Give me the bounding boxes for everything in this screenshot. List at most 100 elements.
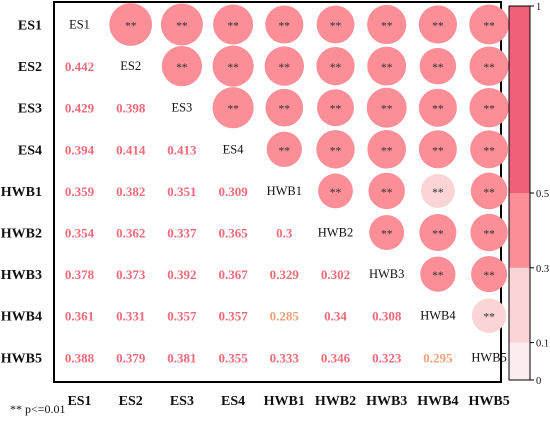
correlation-circle — [317, 89, 354, 127]
correlation-circle — [367, 46, 407, 86]
significance-marker: ** — [279, 145, 291, 157]
correlation-value: 0.295 — [423, 350, 453, 365]
correlation-value: 0.381 — [167, 350, 196, 365]
significance-marker: ** — [432, 145, 444, 157]
correlation-circle — [418, 5, 458, 44]
correlation-value: 0.388 — [65, 350, 95, 365]
correlation-value: 0.308 — [372, 309, 402, 324]
footnote: ** p<=0.01 — [10, 402, 66, 416]
significance-marker: ** — [279, 21, 291, 33]
row-labels: ES1 ES2 ES3 ES4 HWB1 HWB2 HWB3 HWB4 HWB5 — [1, 19, 42, 367]
significance-marker: ** — [381, 62, 393, 74]
colorbar-band — [509, 193, 530, 268]
significance-marker: ** — [432, 270, 444, 282]
heatmap-cells: ES1 ** ** ** ** ** ** ** ** 0.442 ES2 ** ** ** ** ** ** *… — [65, 3, 509, 365]
correlation-value: 0.429 — [65, 101, 95, 116]
correlation-value: 0.323 — [372, 350, 402, 365]
diagonal-label: ES4 — [223, 142, 245, 156]
significance-marker: ** — [483, 270, 495, 282]
significance-marker: ** — [432, 104, 444, 116]
significance-marker: ** — [176, 62, 188, 74]
correlation-circle — [266, 131, 302, 167]
column-label: HWB3 — [366, 394, 407, 409]
significance-marker: ** — [381, 104, 393, 116]
diagonal-label: HWB2 — [318, 226, 353, 240]
correlation-circle — [419, 213, 457, 252]
correlation-value: 0.355 — [218, 350, 248, 365]
correlation-circle — [367, 130, 406, 169]
correlation-value: 0.285 — [270, 309, 300, 324]
correlation-circle — [369, 215, 405, 250]
correlation-value: 0.333 — [270, 350, 300, 365]
significance-marker: ** — [432, 21, 444, 33]
row-label: ES3 — [18, 102, 42, 117]
significance-marker: ** — [381, 187, 393, 199]
row-label: ES2 — [18, 60, 42, 75]
row-label: HWB2 — [1, 227, 42, 242]
significance-marker: ** — [227, 62, 239, 74]
significance-marker: ** — [381, 145, 393, 157]
correlation-value: 0.392 — [167, 267, 196, 282]
correlation-value: 0.413 — [167, 142, 197, 157]
correlation-circle — [213, 4, 254, 45]
row-label: ES4 — [18, 143, 42, 158]
significance-marker: ** — [483, 145, 495, 157]
correlation-circle — [160, 3, 203, 46]
correlation-circle — [470, 213, 508, 252]
correlation-circle — [212, 87, 254, 129]
colorbar-tick-label: 1 — [536, 2, 541, 13]
diagonal-label: ES1 — [69, 18, 90, 32]
correlation-value: 0.329 — [270, 267, 300, 282]
diagonal-label: HWB3 — [369, 267, 404, 281]
correlation-circle — [265, 5, 304, 44]
column-label: HWB2 — [315, 394, 356, 409]
correlation-circle — [367, 4, 407, 45]
significance-marker: ** — [330, 187, 342, 199]
correlation-circle — [368, 172, 405, 210]
significance-marker: ** — [483, 187, 495, 199]
significance-marker: ** — [227, 21, 239, 33]
correlation-circle — [471, 256, 508, 293]
correlation-value: 0.361 — [65, 309, 94, 324]
correlation-circle — [420, 173, 455, 208]
significance-marker: ** — [125, 21, 137, 33]
correlation-value: 0.382 — [116, 184, 145, 199]
correlation-circle — [470, 172, 508, 210]
correlation-value: 0.379 — [116, 350, 146, 365]
correlation-circle — [471, 298, 507, 333]
row-label: HWB1 — [1, 185, 42, 200]
correlation-value: 0.357 — [167, 309, 197, 324]
significance-marker: ** — [330, 145, 342, 157]
correlation-circle — [418, 130, 457, 169]
colorbar-band — [509, 267, 530, 343]
column-label: ES3 — [170, 394, 194, 409]
column-labels: ES1 ES2 ES3 ES4 HWB1 HWB2 HWB3 HWB4 HWB5 — [67, 394, 509, 409]
correlation-value: 0.34 — [324, 309, 347, 324]
colorbar-tick-label: 0.3 — [536, 264, 549, 275]
correlation-circle — [318, 173, 353, 209]
column-label: ES4 — [221, 394, 245, 409]
correlation-circle — [469, 88, 509, 128]
correlation-value: 0.309 — [218, 184, 248, 199]
significance-marker: ** — [279, 62, 291, 74]
column-label: ES2 — [119, 394, 143, 409]
row-label: HWB3 — [1, 268, 42, 283]
colorbar-tick-label: 0.1 — [536, 339, 549, 350]
diagonal-label: HWB5 — [471, 350, 506, 364]
correlation-circle — [316, 130, 355, 169]
correlation-circle — [420, 256, 456, 292]
significance-marker: ** — [483, 312, 495, 324]
significance-marker: ** — [432, 229, 444, 241]
diagonal-label: ES2 — [120, 59, 141, 73]
correlation-value: 0.351 — [167, 184, 196, 199]
significance-marker: ** — [483, 229, 495, 241]
correlation-value: 0.414 — [116, 142, 146, 157]
significance-marker: ** — [176, 21, 188, 33]
colorbar: 1 0.5 0.3 0.1 0 — [508, 2, 549, 387]
correlation-value: 0.442 — [65, 59, 94, 74]
significance-marker: ** — [330, 62, 342, 74]
column-label: HWB5 — [468, 394, 509, 409]
correlation-circle — [109, 3, 153, 46]
correlation-value: 0.378 — [65, 267, 95, 282]
